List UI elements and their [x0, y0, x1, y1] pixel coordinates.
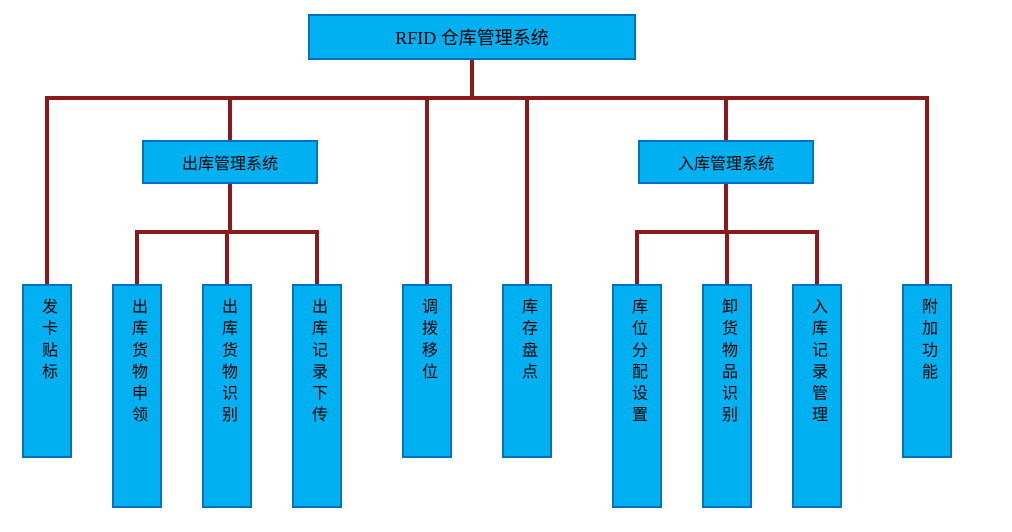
leaf-label: 入库记录管理 [809, 298, 825, 428]
leaf-slot-alloc: 库位分配设置 [612, 284, 662, 508]
mid-node-outbound: 出库管理系统 [142, 140, 318, 184]
mid-node-inbound: 入库管理系统 [638, 140, 814, 184]
leaf-label: 库位分配设置 [629, 298, 645, 428]
leaf-out-record: 出库记录下传 [292, 284, 342, 508]
leaf-label: 附加功能 [919, 298, 935, 384]
leaf-label: 发卡贴标 [39, 298, 55, 384]
leaf-issue-card: 发卡贴标 [22, 284, 72, 458]
leaf-unload-identify: 卸货物品识别 [702, 284, 752, 508]
leaf-stock-count: 库存盘点 [502, 284, 552, 458]
mid-inbound-label: 入库管理系统 [678, 150, 774, 174]
root-node: RFID 仓库管理系统 [308, 14, 636, 60]
leaf-extra: 附加功能 [902, 284, 952, 458]
leaf-label: 卸货物品识别 [719, 298, 735, 428]
leaf-label: 库存盘点 [519, 298, 535, 384]
leaf-out-identify: 出库货物识别 [202, 284, 252, 508]
leaf-in-record: 入库记录管理 [792, 284, 842, 508]
root-label: RFID 仓库管理系统 [395, 24, 549, 50]
leaf-label: 调拨移位 [419, 298, 435, 384]
leaf-label: 出库记录下传 [309, 298, 325, 428]
leaf-transfer: 调拨移位 [402, 284, 452, 458]
leaf-out-request: 出库货物申领 [112, 284, 162, 508]
mid-outbound-label: 出库管理系统 [182, 150, 278, 174]
leaf-label: 出库货物识别 [219, 298, 235, 428]
leaf-label: 出库货物申领 [129, 298, 145, 428]
